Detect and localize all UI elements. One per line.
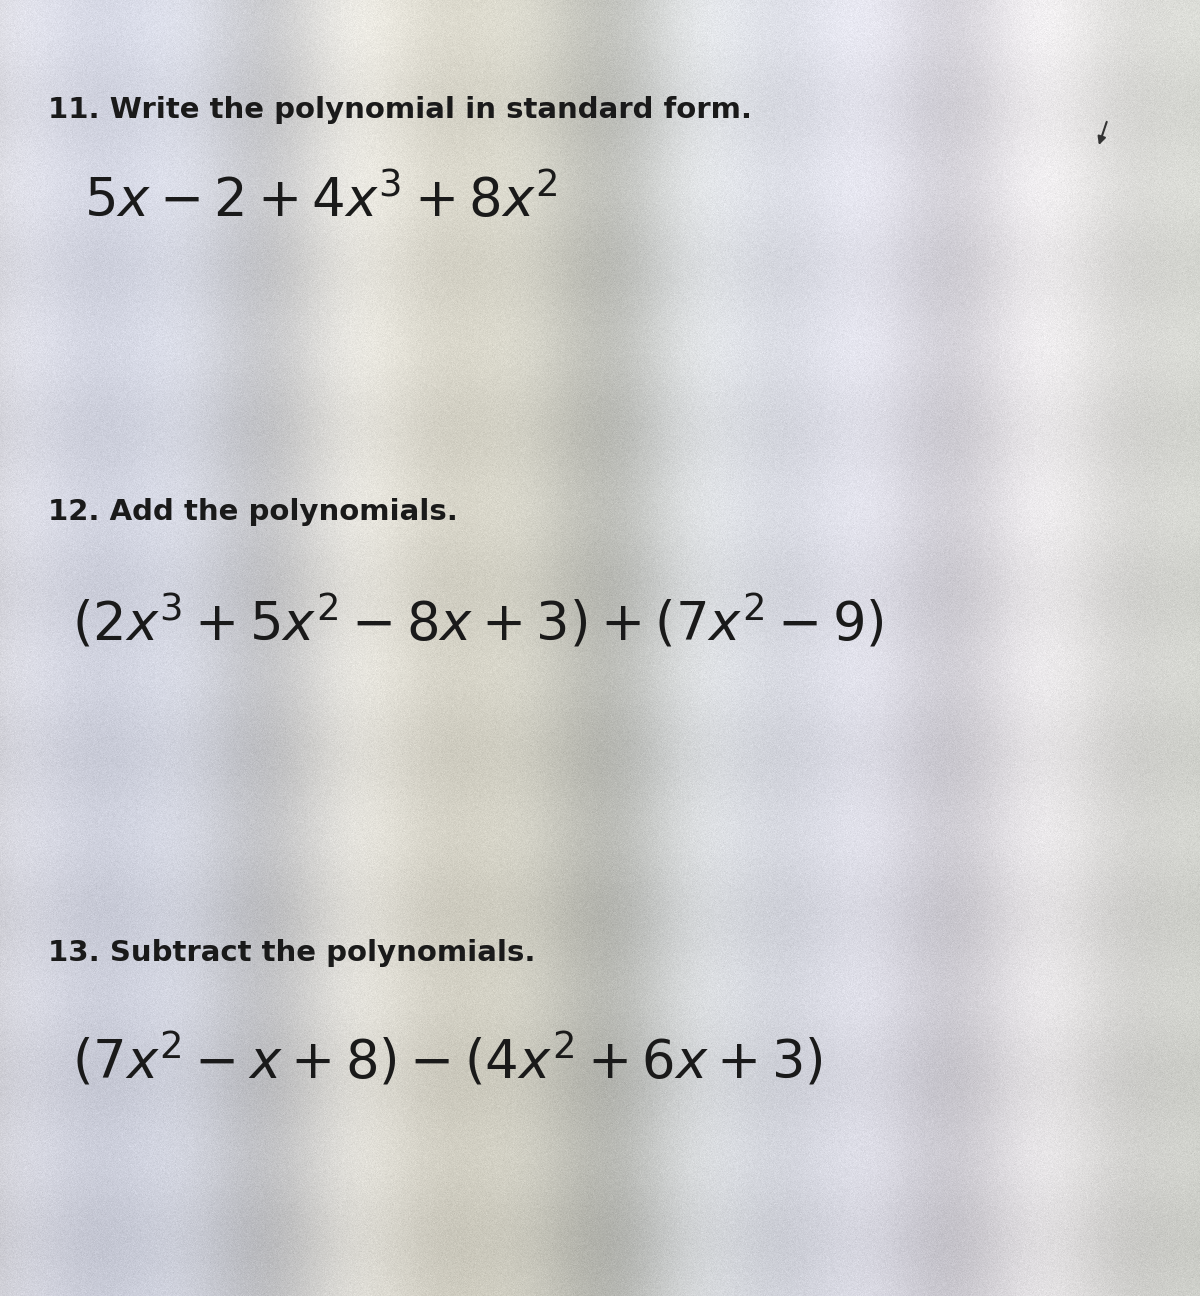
Text: 11. Write the polynomial in standard form.: 11. Write the polynomial in standard for…: [48, 96, 752, 124]
Text: 13. Subtract the polynomials.: 13. Subtract the polynomials.: [48, 938, 535, 967]
Text: $\left(7x^2 - x + 8\right)-\left(4x^2 + 6x + 3\right)$: $\left(7x^2 - x + 8\right)-\left(4x^2 + …: [72, 1032, 823, 1089]
Text: $5x - 2 + 4x^3 + 8x^2$: $5x - 2 + 4x^3 + 8x^2$: [84, 174, 558, 228]
Text: 12. Add the polynomials.: 12. Add the polynomials.: [48, 498, 458, 526]
Text: $\left(2x^3 + 5x^2 - 8x + 3\right)+\left(7x^2 - 9\right)$: $\left(2x^3 + 5x^2 - 8x + 3\right)+\left…: [72, 594, 883, 651]
